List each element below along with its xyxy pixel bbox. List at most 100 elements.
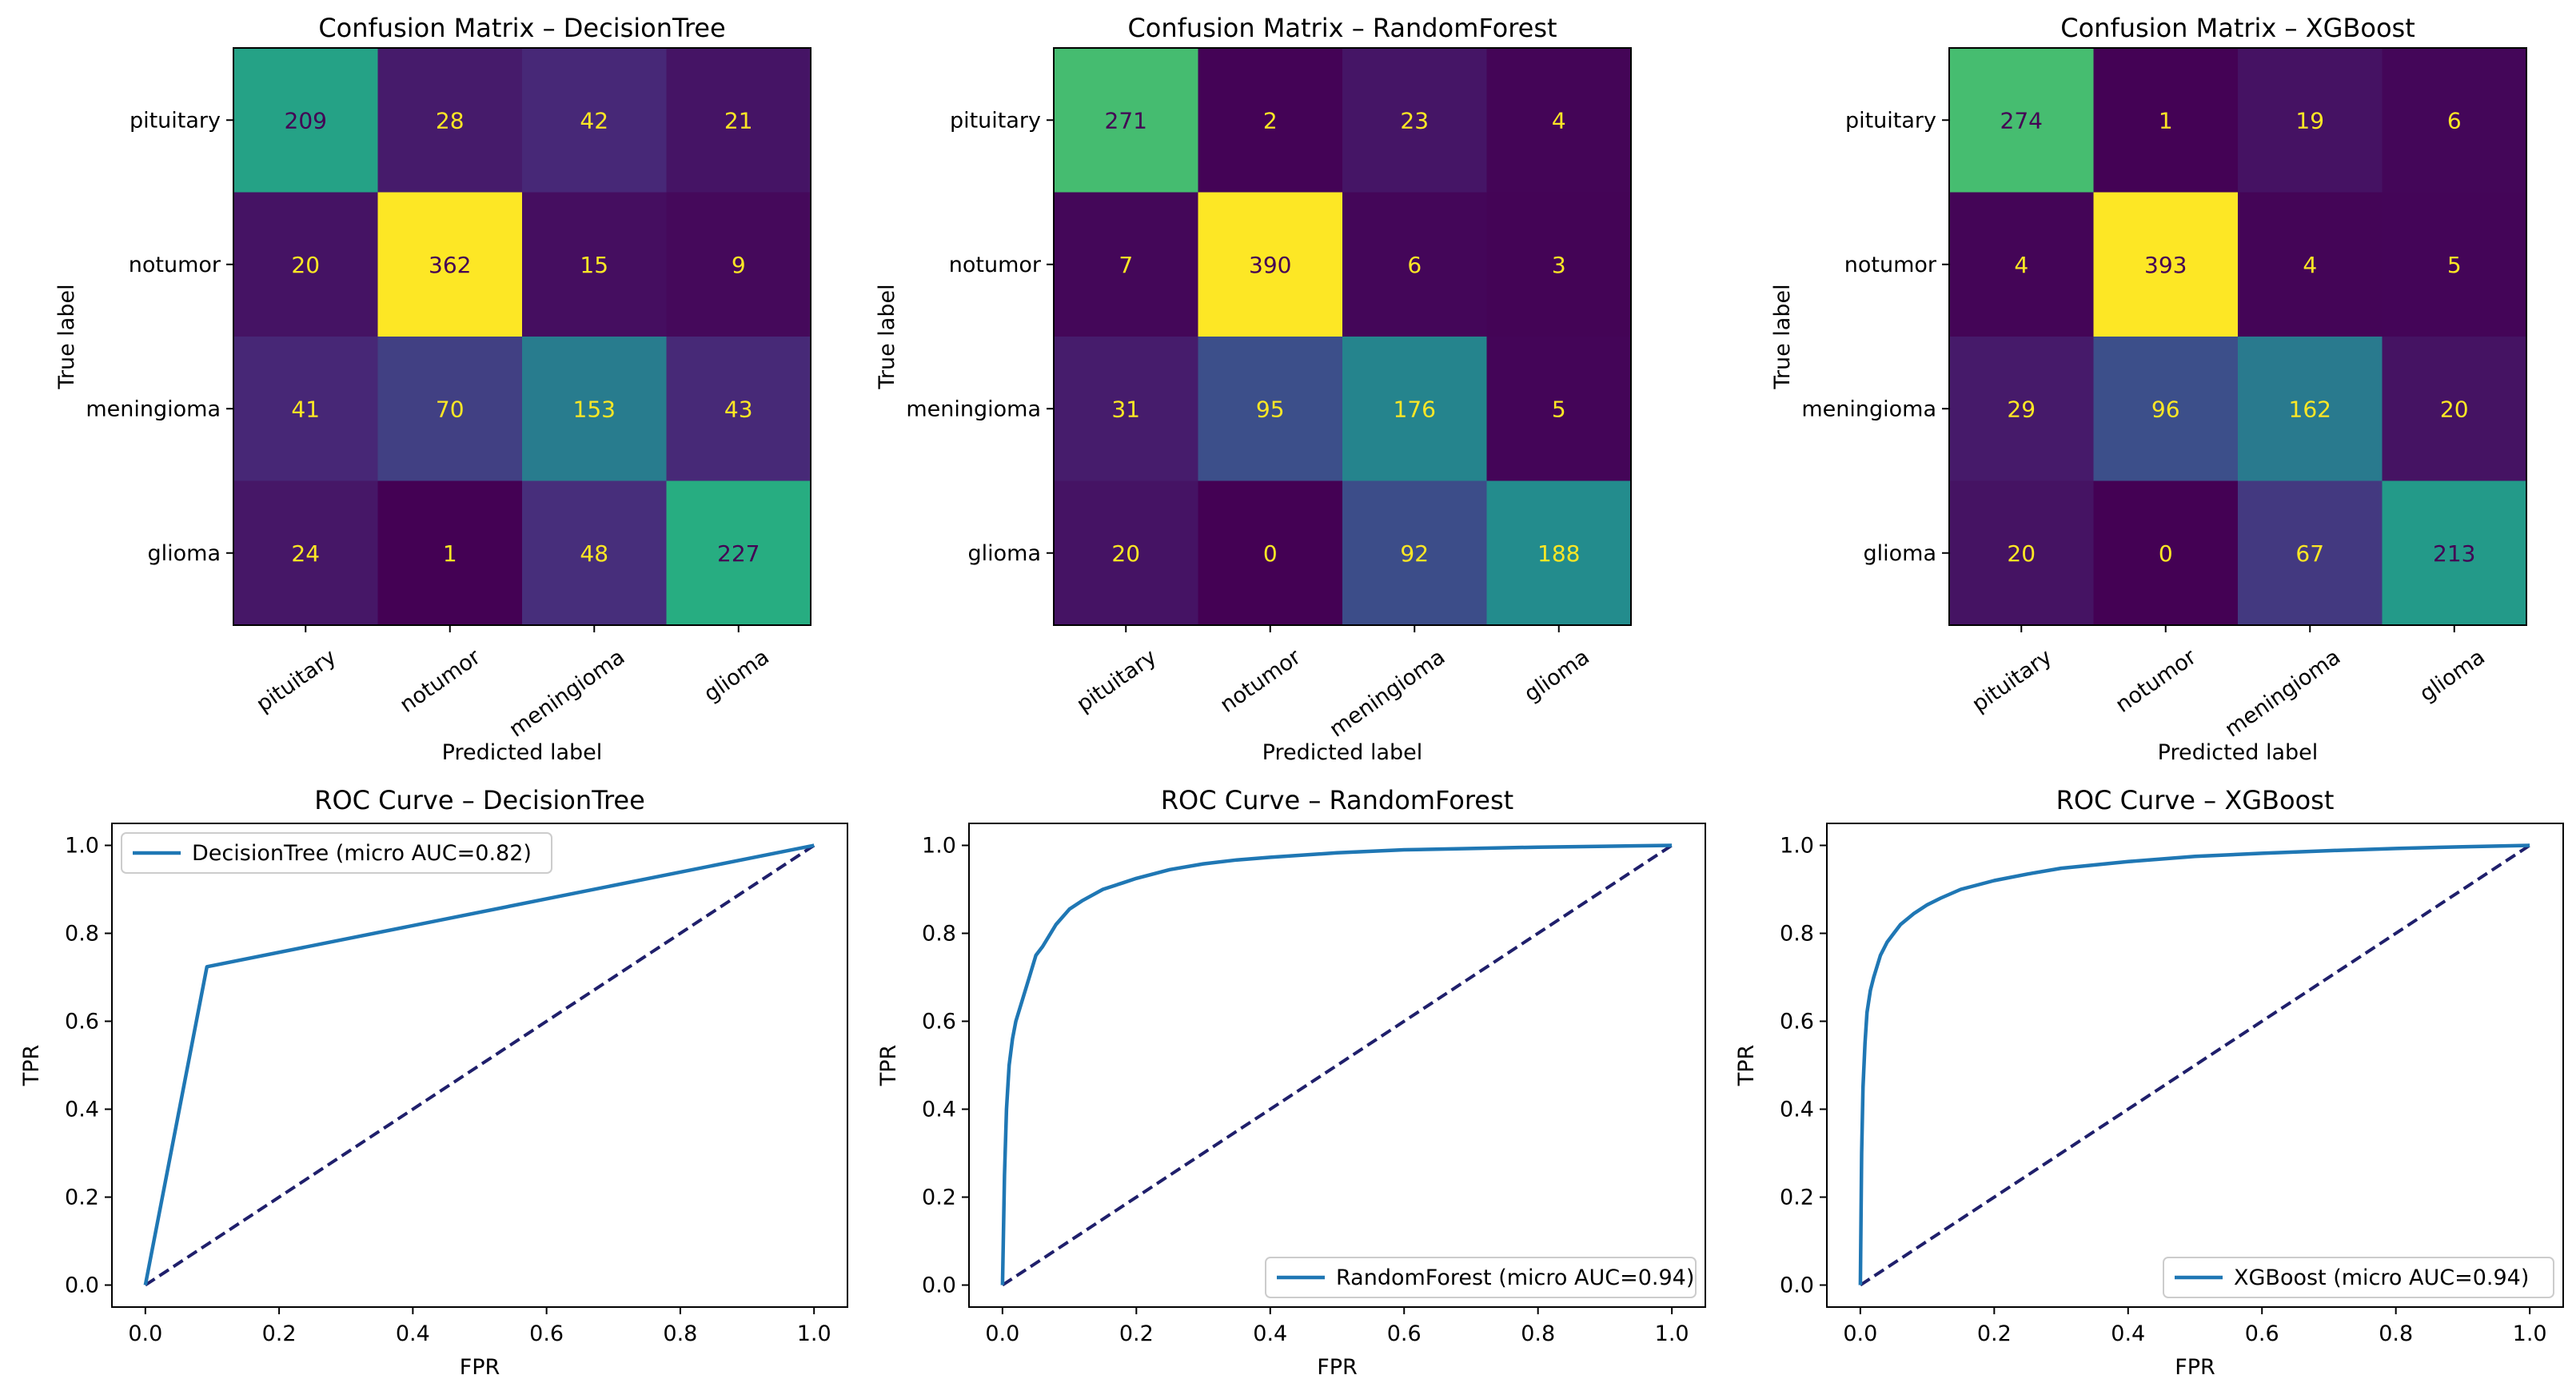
x-tick-label: glioma xyxy=(1520,644,1594,707)
cell-value: 3 xyxy=(1552,252,1566,278)
matrix-cell xyxy=(1054,48,1198,193)
cell-value: 67 xyxy=(2295,540,2324,567)
matrix-cell xyxy=(522,48,667,193)
matrix-cell xyxy=(1054,337,1198,481)
y-tick-label: meningioma xyxy=(1801,397,1936,421)
x-tick-label: 1.0 xyxy=(2513,1321,2547,1346)
x-tick-label: 0.8 xyxy=(2379,1321,2413,1346)
cell-value: 92 xyxy=(1400,540,1429,567)
matrix-cell xyxy=(1342,48,1487,193)
cell-value: 162 xyxy=(2289,396,2331,422)
matrix-cell xyxy=(2382,48,2527,193)
x-tick-label: pituitary xyxy=(1072,644,1161,717)
cell-value: 21 xyxy=(724,107,753,134)
x-axis-label: FPR xyxy=(2175,1355,2215,1380)
cell-value: 24 xyxy=(291,540,320,567)
y-axis-label: True label xyxy=(54,284,79,389)
y-axis-label: True label xyxy=(1770,284,1795,389)
cell-value: 2 xyxy=(1263,107,1278,134)
roc-curve-line xyxy=(143,843,815,1285)
x-tick-label: 0.2 xyxy=(262,1321,297,1346)
matrix-cell xyxy=(2238,337,2383,481)
cell-value: 19 xyxy=(2295,107,2324,134)
confusion-matrix-3: Confusion Matrix – XGBoost 274 1 19 6 4 393 4 5 2… xyxy=(1770,13,2527,765)
axes-frame xyxy=(1053,47,1632,626)
chart-title: ROC Curve – XGBoost xyxy=(2056,785,2335,815)
x-tick-label: glioma xyxy=(700,644,774,707)
y-tick-label: pituitary xyxy=(130,108,221,133)
matrix-cell xyxy=(1486,48,1632,193)
cell-value: 48 xyxy=(580,540,608,567)
cell-value: 1 xyxy=(2159,107,2173,134)
y-tick-label: glioma xyxy=(147,541,221,566)
x-tick-label: pituitary xyxy=(1968,644,2056,717)
cell-value: 209 xyxy=(285,107,327,134)
matrix-cell xyxy=(2093,48,2239,193)
legend-label: DecisionTree (micro AUC=0.82) xyxy=(192,841,532,866)
cell-value: 20 xyxy=(2007,540,2036,567)
cell-value: 28 xyxy=(436,107,465,134)
y-tick-label: 1.0 xyxy=(1780,834,1814,859)
y-tick-label: 1.0 xyxy=(65,834,99,859)
y-tick-label: notumor xyxy=(1844,253,1937,277)
y-tick-label: 0.2 xyxy=(922,1186,956,1210)
cell-value: 23 xyxy=(1400,107,1429,134)
matrix-cell xyxy=(1949,480,2094,626)
roc-curve-line xyxy=(1000,843,1673,1285)
matrix-cell xyxy=(2382,337,2527,481)
matrix-cell xyxy=(522,192,667,337)
matrix-cell xyxy=(1054,192,1198,337)
axes-frame xyxy=(1948,47,2527,626)
cell-value: 41 xyxy=(291,396,320,422)
x-tick-label: notumor xyxy=(396,644,486,718)
x-tick-label: 1.0 xyxy=(1655,1321,1689,1346)
y-tick-label: 0.4 xyxy=(65,1098,99,1122)
y-axis-label: True label xyxy=(875,284,899,389)
matrix-cell xyxy=(2093,337,2239,481)
cell-value: 271 xyxy=(1105,107,1147,134)
cell-value: 6 xyxy=(2447,107,2462,134)
confusion-matrix-2: Confusion Matrix – RandomForest 271 2 23 4 7 3… xyxy=(875,13,1632,765)
cell-value: 7 xyxy=(1119,252,1133,278)
matrix-cell xyxy=(2382,192,2527,337)
matrix-cell xyxy=(1486,192,1632,337)
x-axis-label: Predicted label xyxy=(2158,740,2319,765)
chart-title: ROC Curve – RandomForest xyxy=(1161,785,1513,815)
cell-value: 153 xyxy=(573,396,616,422)
cell-value: 5 xyxy=(1552,396,1566,422)
y-tick-label: glioma xyxy=(967,541,1041,566)
matrix-cell xyxy=(233,480,378,626)
cell-value: 9 xyxy=(732,252,746,278)
matrix-cell xyxy=(666,337,811,481)
y-tick-label: 0.8 xyxy=(922,922,956,947)
x-tick-label: 0.6 xyxy=(529,1321,564,1346)
cell-value: 4 xyxy=(2303,252,2317,278)
y-tick-label: 0.6 xyxy=(922,1010,956,1034)
cell-value: 213 xyxy=(2433,540,2475,567)
x-tick-label: notumor xyxy=(2111,644,2202,718)
matrix-cell xyxy=(377,48,523,193)
chart-title: Confusion Matrix – XGBoost xyxy=(2060,13,2415,43)
legend-box xyxy=(1265,1257,1697,1298)
x-axis-label: FPR xyxy=(1317,1355,1358,1380)
roc-chart-2: ROC Curve – RandomForest 0.0 0.2 0.4 0.6 0.8 1… xyxy=(876,785,1706,1380)
matrix-cell xyxy=(2238,192,2383,337)
matrix-cell xyxy=(666,480,811,626)
cell-value: 43 xyxy=(724,396,753,422)
x-tick-label: meningioma xyxy=(504,644,629,742)
matrix-cell xyxy=(377,192,523,337)
cell-value: 188 xyxy=(1537,540,1580,567)
cell-value: 393 xyxy=(2144,252,2187,278)
y-tick-label: 0.2 xyxy=(65,1186,99,1210)
x-tick-label: meningioma xyxy=(2220,644,2345,742)
cell-value: 0 xyxy=(1263,540,1278,567)
roc-chart-3: ROC Curve – XGBoost 0.0 0.2 0.4 0.6 0.8 1.0 0.0… xyxy=(1734,785,2564,1380)
matrix-cell xyxy=(1198,192,1343,337)
cell-value: 15 xyxy=(580,252,608,278)
matrix-cell xyxy=(1949,48,2094,193)
legend: RandomForest (micro AUC=0.94) xyxy=(1265,1257,1697,1298)
y-tick-label: 0.2 xyxy=(1780,1186,1814,1210)
cell-value: 31 xyxy=(1111,396,1140,422)
cell-value: 95 xyxy=(1256,396,1285,422)
